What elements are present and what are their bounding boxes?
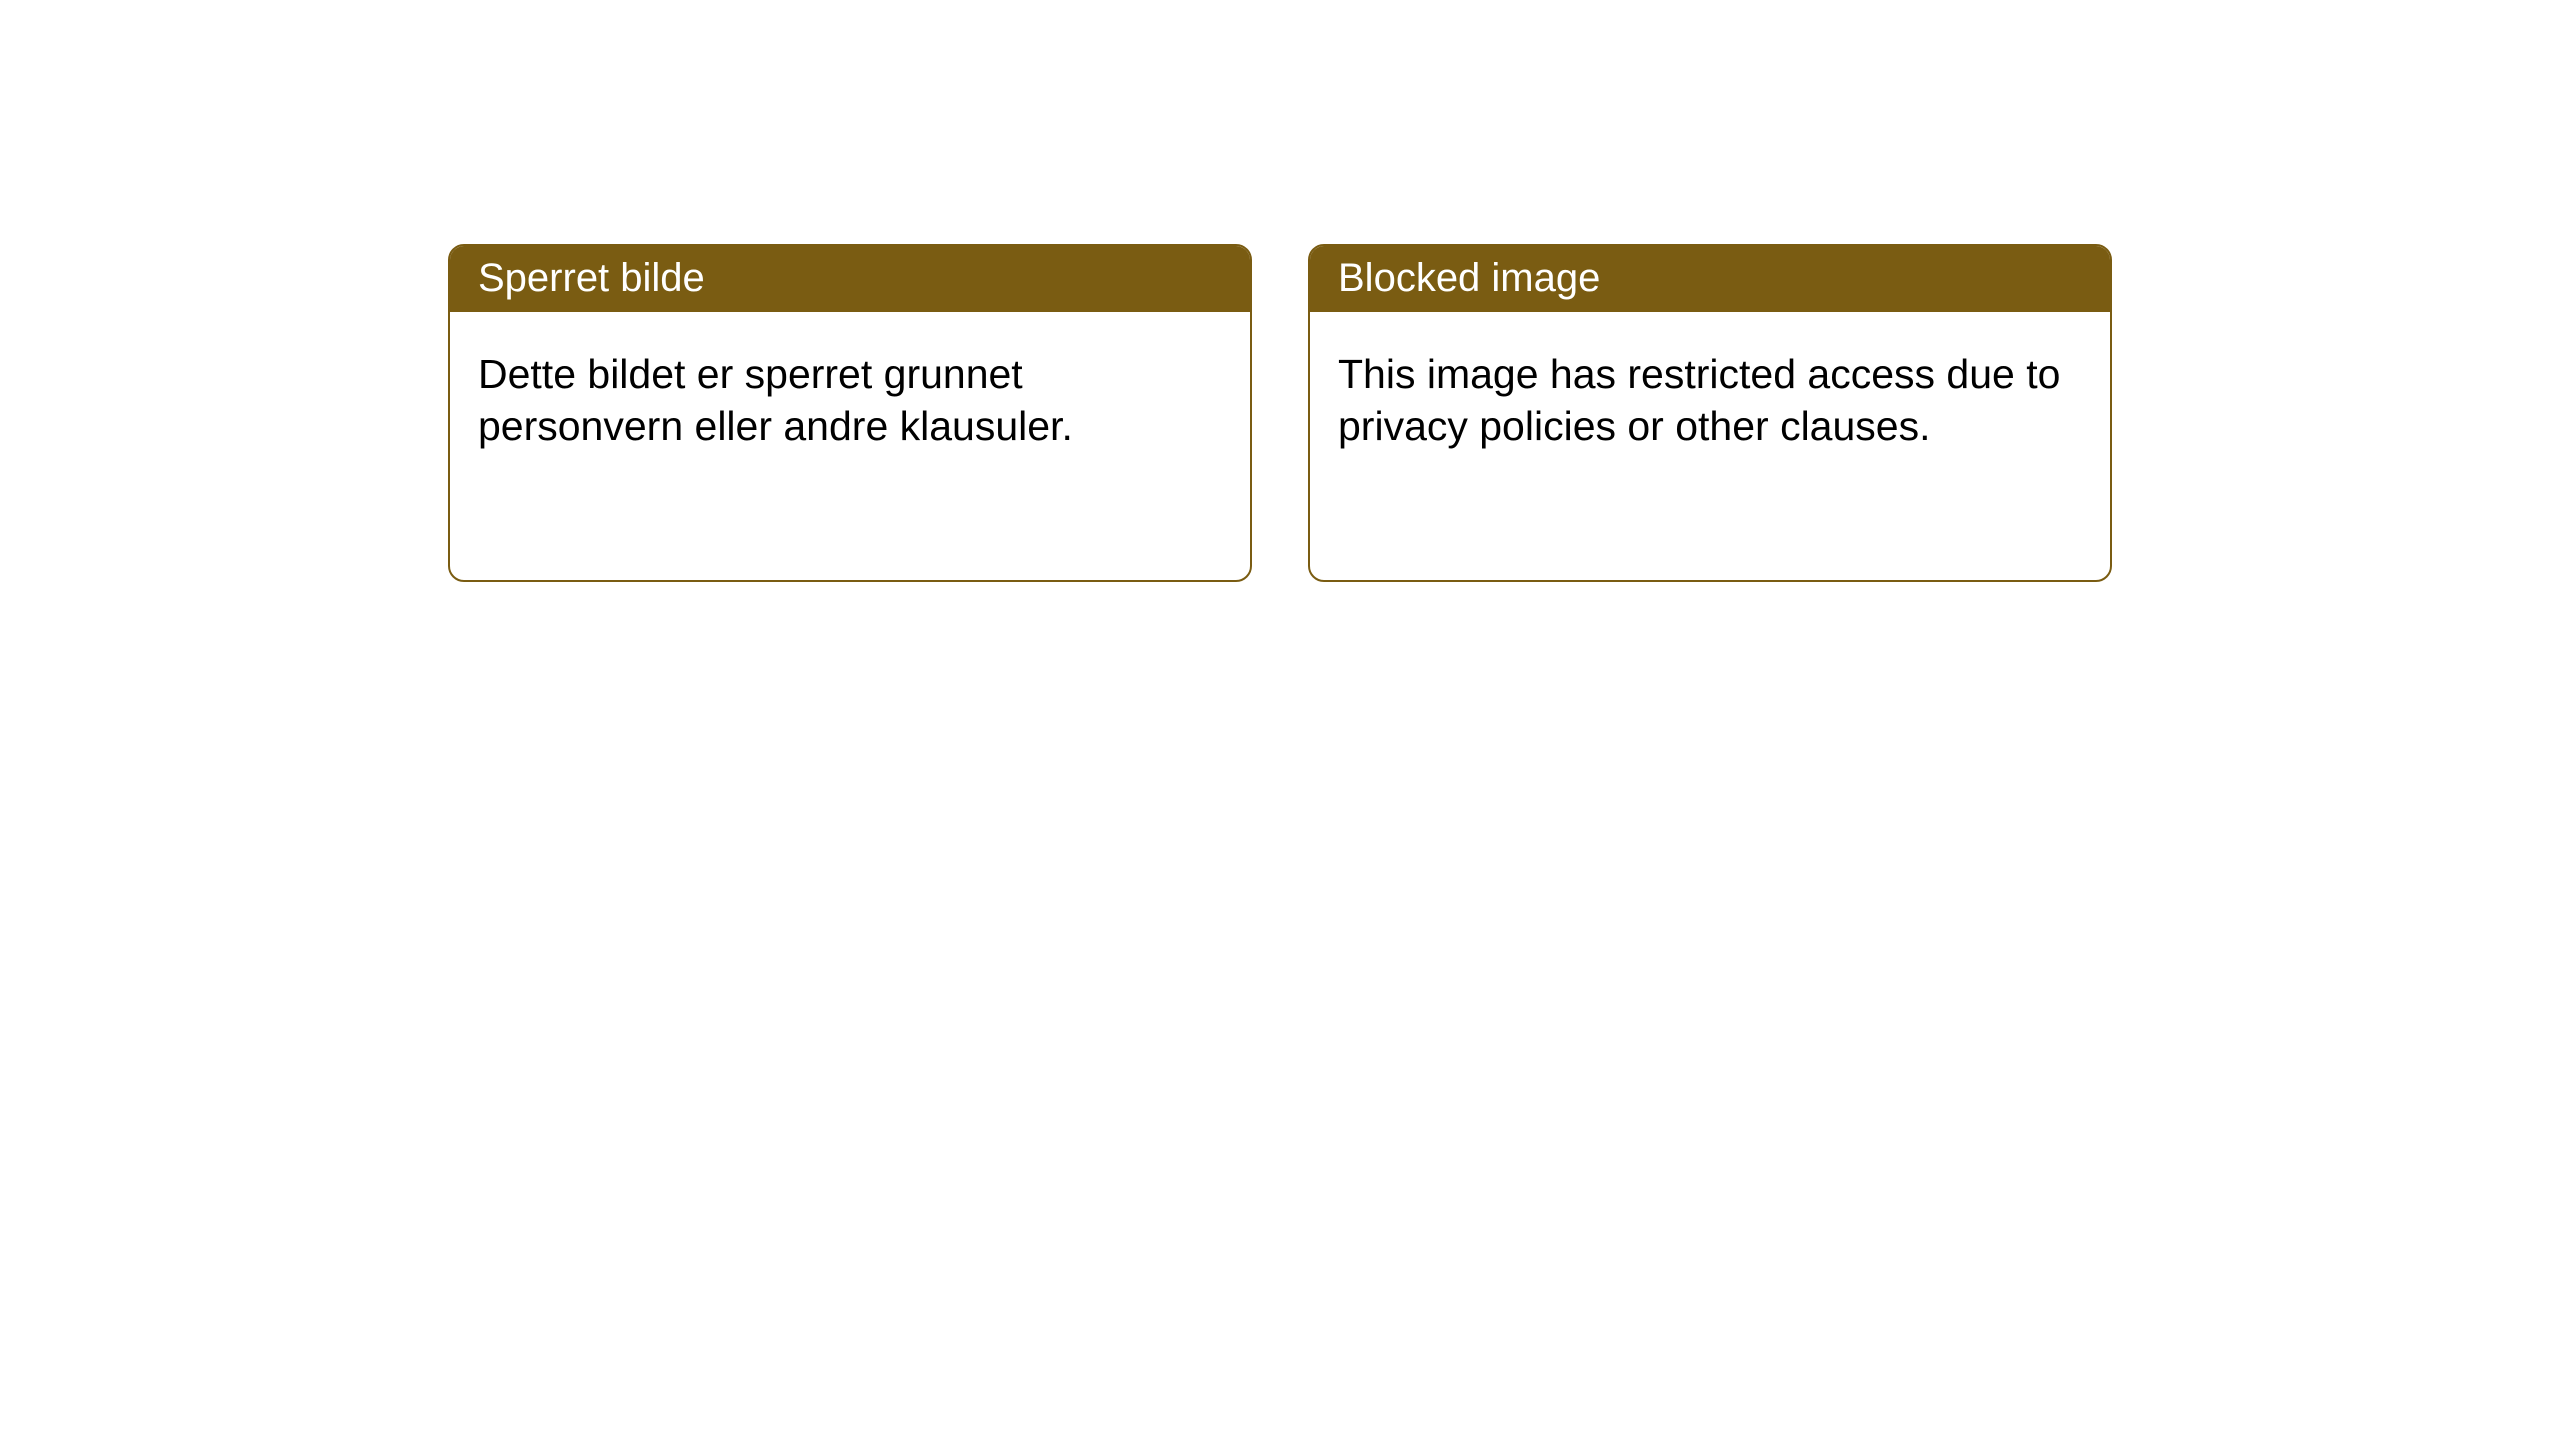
notice-cards-container: Sperret bilde Dette bildet er sperret gr…: [0, 0, 2560, 582]
blocked-image-card-no: Sperret bilde Dette bildet er sperret gr…: [448, 244, 1252, 582]
card-body-text: Dette bildet er sperret grunnet personve…: [450, 312, 1250, 481]
blocked-image-card-en: Blocked image This image has restricted …: [1308, 244, 2112, 582]
card-title: Blocked image: [1310, 246, 2110, 312]
card-body-text: This image has restricted access due to …: [1310, 312, 2110, 481]
card-title: Sperret bilde: [450, 246, 1250, 312]
